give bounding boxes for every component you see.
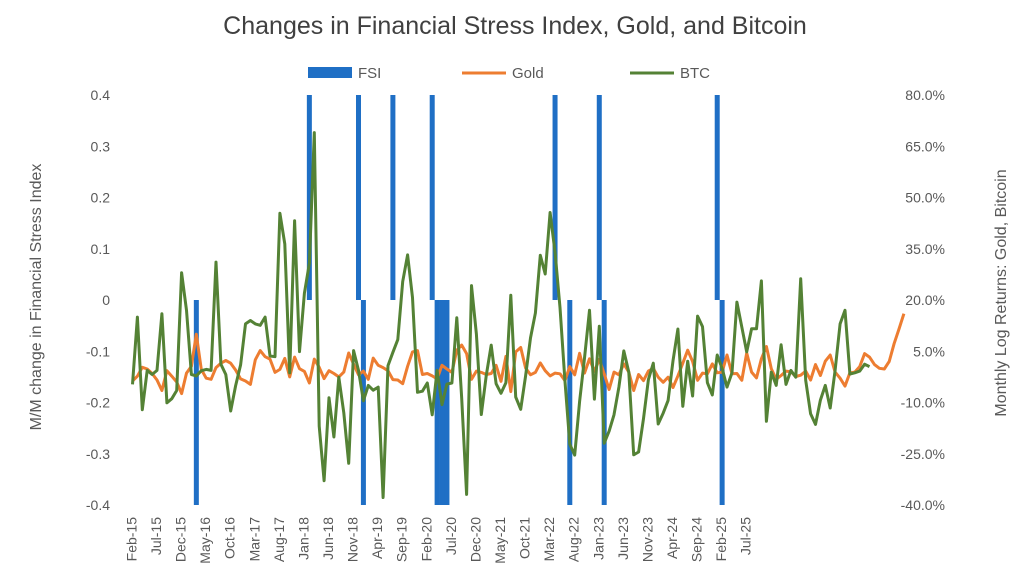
fsi-bar bbox=[444, 300, 450, 505]
right-tick-label: 5.0% bbox=[913, 343, 945, 359]
x-tick-label: May-16 bbox=[197, 517, 213, 564]
x-tick-label: Jul-20 bbox=[443, 517, 459, 555]
left-tick-label: 0.2 bbox=[91, 190, 111, 206]
left-tick-label: 0.1 bbox=[91, 241, 111, 257]
right-tick-label: -10.0% bbox=[901, 395, 945, 411]
series-lines bbox=[131, 131, 906, 499]
x-tick-label: Jul-25 bbox=[738, 517, 754, 555]
fsi-bar bbox=[601, 300, 607, 505]
left-axis-ticks: 0.4 0.3 0.2 0.1 0 -0.1 -0.2 -0.3 -0.4 bbox=[86, 87, 110, 513]
x-axis-ticks: Feb-15 Jul-15 Dec-15 May-16 Oct-16 Mar-17 Aug-… bbox=[123, 517, 753, 564]
legend-swatch-fsi bbox=[308, 67, 352, 78]
x-tick-label: Jan-23 bbox=[590, 517, 606, 560]
fsi-bar bbox=[306, 95, 312, 300]
x-tick-label: Aug-17 bbox=[271, 517, 287, 562]
x-tick-label: Feb-15 bbox=[123, 517, 139, 562]
fsi-bars bbox=[193, 95, 725, 505]
fsi-bar bbox=[552, 95, 558, 300]
left-axis-label: M/M change in Financial Stress Index bbox=[28, 164, 45, 431]
legend-label-fsi: FSI bbox=[358, 65, 381, 82]
right-axis-ticks: 80.0% 65.0% 50.0% 35.0% 20.0% 5.0% -10.0% -25.0… bbox=[901, 87, 945, 513]
gold-line bbox=[131, 313, 906, 396]
left-tick-label: -0.4 bbox=[86, 497, 110, 513]
fsi-bar bbox=[390, 95, 396, 300]
x-tick-label: Feb-25 bbox=[713, 517, 729, 562]
fsi-bar bbox=[567, 300, 573, 505]
x-tick-label: Oct-21 bbox=[517, 517, 533, 559]
x-tick-label: Feb-20 bbox=[418, 517, 434, 562]
x-tick-label: Apr-24 bbox=[664, 517, 680, 559]
x-tick-label: Jul-15 bbox=[148, 517, 164, 555]
right-tick-label: -40.0% bbox=[901, 497, 945, 513]
x-tick-label: Nov-18 bbox=[345, 517, 361, 562]
right-tick-label: 20.0% bbox=[905, 292, 945, 308]
x-tick-label: Mar-22 bbox=[541, 517, 557, 562]
legend-label-gold: Gold bbox=[512, 65, 544, 82]
fsi-bar bbox=[429, 95, 435, 300]
x-tick-label: Mar-17 bbox=[246, 517, 262, 562]
left-tick-label: 0 bbox=[102, 292, 110, 308]
right-tick-label: 50.0% bbox=[905, 190, 945, 206]
x-tick-label: Dec-20 bbox=[467, 517, 483, 562]
left-tick-label: -0.2 bbox=[86, 395, 110, 411]
fsi-bar bbox=[355, 95, 361, 300]
legend: FSI Gold BTC bbox=[308, 65, 710, 82]
x-tick-label: Jun-18 bbox=[320, 517, 336, 560]
x-tick-label: Sep-24 bbox=[689, 517, 705, 562]
right-tick-label: 35.0% bbox=[905, 241, 945, 257]
fsi-bar bbox=[714, 95, 720, 300]
left-tick-label: 0.3 bbox=[91, 138, 111, 154]
x-tick-label: Apr-19 bbox=[369, 517, 385, 559]
x-tick-label: Oct-16 bbox=[222, 517, 238, 559]
right-tick-label: 65.0% bbox=[905, 138, 945, 154]
right-tick-label: 80.0% bbox=[905, 87, 945, 103]
fsi-bar bbox=[719, 300, 725, 505]
chart-title: Changes in Financial Stress Index, Gold,… bbox=[223, 12, 807, 40]
x-tick-label: Sep-19 bbox=[394, 517, 410, 562]
fsi-bar bbox=[434, 300, 440, 505]
right-axis-label: Monthly Log Returns: Gold, Bitcoin bbox=[993, 169, 1010, 416]
x-tick-label: Jun-23 bbox=[615, 517, 631, 560]
x-tick-label: Aug-22 bbox=[566, 517, 582, 562]
btc-line bbox=[131, 131, 871, 499]
left-tick-label: -0.3 bbox=[86, 446, 110, 462]
left-tick-label: 0.4 bbox=[91, 87, 111, 103]
right-tick-label: -25.0% bbox=[901, 446, 945, 462]
fsi-bar bbox=[193, 300, 199, 505]
x-tick-label: Dec-15 bbox=[173, 517, 189, 562]
x-tick-label: May-21 bbox=[492, 517, 508, 564]
fsi-bar bbox=[596, 95, 602, 300]
fsi-bar bbox=[360, 300, 366, 505]
x-tick-label: Nov-23 bbox=[639, 517, 655, 562]
x-tick-label: Jan-18 bbox=[295, 517, 311, 560]
legend-label-btc: BTC bbox=[680, 65, 710, 82]
left-tick-label: -0.1 bbox=[86, 343, 110, 359]
